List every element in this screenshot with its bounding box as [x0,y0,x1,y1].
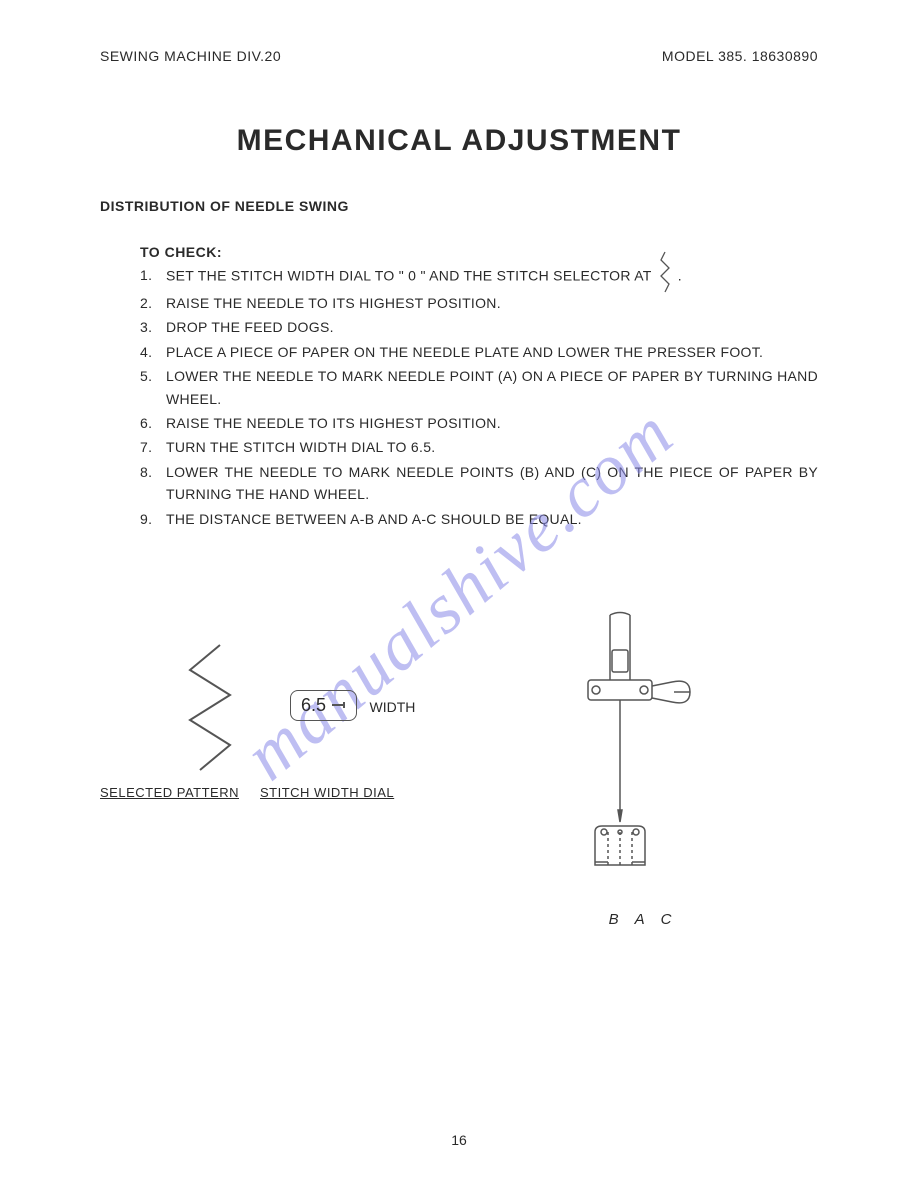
label-c: C [661,911,672,928]
to-check-label: TO CHECK: [140,244,818,260]
page-header: SEWING MACHINE DIV.20 MODEL 385. 1863089… [100,48,818,64]
step-text: SET THE STITCH WIDTH DIAL TO " 0 " AND T… [166,264,818,290]
bac-labels: B A C [540,911,740,928]
dial-value: 6.5 [301,695,326,716]
selected-pattern-block [150,640,270,780]
header-left: SEWING MACHINE DIV.20 [100,48,281,64]
label-a: A [635,911,645,928]
page-title: MECHANICAL ADJUSTMENT [100,124,818,158]
diagram-area: SELECTED PATTERN STITCH WIDTH DIAL 6.5 W… [100,640,818,960]
step-number: 2. [140,292,166,314]
step-row: 3.DROP THE FEED DOGS. [140,316,818,338]
step-row: 5.LOWER THE NEEDLE TO MARK NEEDLE POINT … [140,365,818,410]
step-number: 8. [140,461,166,506]
steps-list: 1.SET THE STITCH WIDTH DIAL TO " 0 " AND… [140,264,818,530]
step-text: RAISE THE NEEDLE TO ITS HIGHEST POSITION… [166,412,818,434]
step-text: PLACE A PIECE OF PAPER ON THE NEEDLE PLA… [166,341,818,363]
selected-pattern-label: SELECTED PATTERN [100,785,239,800]
step-number: 7. [140,436,166,458]
step-row: 1.SET THE STITCH WIDTH DIAL TO " 0 " AND… [140,264,818,290]
page-number: 16 [0,1132,918,1148]
step-row: 4.PLACE A PIECE OF PAPER ON THE NEEDLE P… [140,341,818,363]
step-text: LOWER THE NEEDLE TO MARK NEEDLE POINTS (… [166,461,818,506]
step-text: DROP THE FEED DOGS. [166,316,818,338]
step-text: RAISE THE NEEDLE TO ITS HIGHEST POSITION… [166,292,818,314]
zigzag-large-icon [180,640,240,775]
header-right: MODEL 385. 18630890 [662,48,818,64]
step-number: 4. [140,341,166,363]
label-b: B [609,911,619,928]
step-number: 1. [140,264,166,290]
stitch-width-dial-block: 6.5 WIDTH [290,690,460,721]
step-number: 3. [140,316,166,338]
step-text: THE DISTANCE BETWEEN A-B AND A-C SHOULD … [166,508,818,530]
step-row: 2.RAISE THE NEEDLE TO ITS HIGHEST POSITI… [140,292,818,314]
section-heading: DISTRIBUTION OF NEEDLE SWING [100,198,818,214]
step-number: 9. [140,508,166,530]
step-row: 6.RAISE THE NEEDLE TO ITS HIGHEST POSITI… [140,412,818,434]
step-number: 6. [140,412,166,434]
step-number: 5. [140,365,166,410]
step-row: 8.LOWER THE NEEDLE TO MARK NEEDLE POINTS… [140,461,818,506]
needle-assembly-block: B A C [540,610,740,928]
dial-width-label: WIDTH [369,699,415,715]
step-text: LOWER THE NEEDLE TO MARK NEEDLE POINT (A… [166,365,818,410]
dial-box: 6.5 [290,690,357,721]
step-row: 9.THE DISTANCE BETWEEN A-B AND A-C SHOUL… [140,508,818,530]
step-text: TURN THE STITCH WIDTH DIAL TO 6.5. [166,436,818,458]
zigzag-small-icon [660,250,670,294]
dial-pointer-icon [332,700,346,710]
check-block: TO CHECK: 1.SET THE STITCH WIDTH DIAL TO… [100,244,818,530]
needle-assembly-icon [540,610,700,900]
stitch-width-dial-label: STITCH WIDTH DIAL [260,785,394,800]
step-row: 7.TURN THE STITCH WIDTH DIAL TO 6.5. [140,436,818,458]
